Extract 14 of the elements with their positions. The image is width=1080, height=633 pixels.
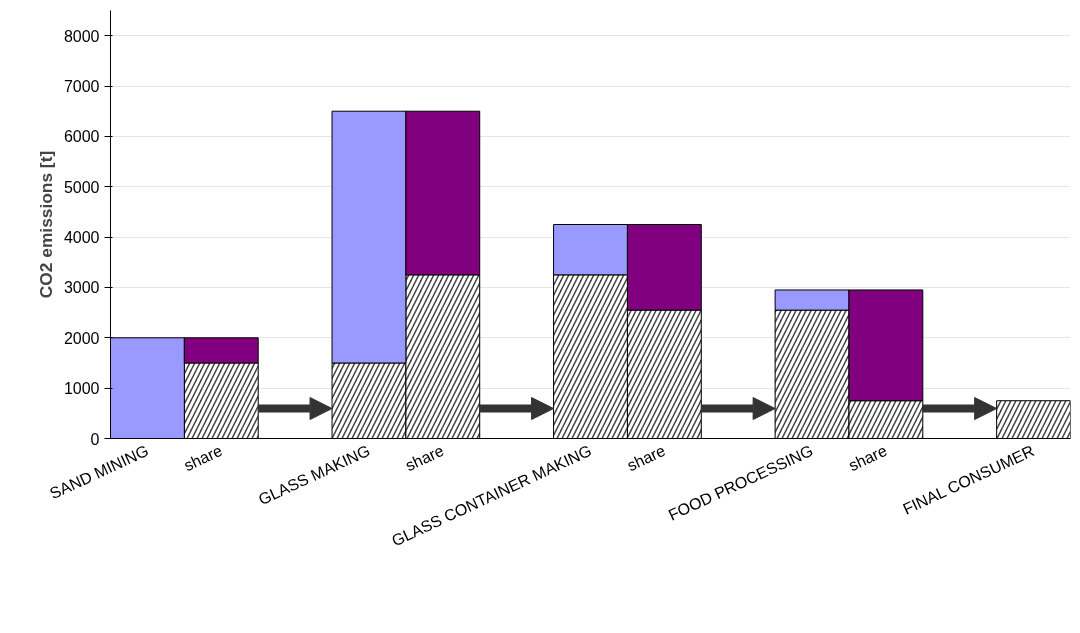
- x-tick-label: share: [624, 441, 669, 475]
- y-tick-label: 2000: [63, 329, 100, 347]
- x-tick-label: share: [402, 441, 447, 475]
- y-tick-label: 7000: [63, 78, 100, 96]
- y-tick-label: 3000: [63, 279, 100, 297]
- y-tick-label: 5000: [63, 178, 100, 196]
- y-tick-label: 0: [90, 430, 100, 448]
- x-tick-label: share: [846, 441, 890, 475]
- x-tick-label: share: [181, 441, 225, 475]
- y-tick-label: 1000: [63, 380, 100, 398]
- y-tick-label: 8000: [63, 27, 100, 45]
- y-axis-title: CO2 emissions [t]: [35, 150, 56, 299]
- y-tick-label: 6000: [63, 128, 100, 146]
- y-tick-label: 4000: [63, 229, 100, 247]
